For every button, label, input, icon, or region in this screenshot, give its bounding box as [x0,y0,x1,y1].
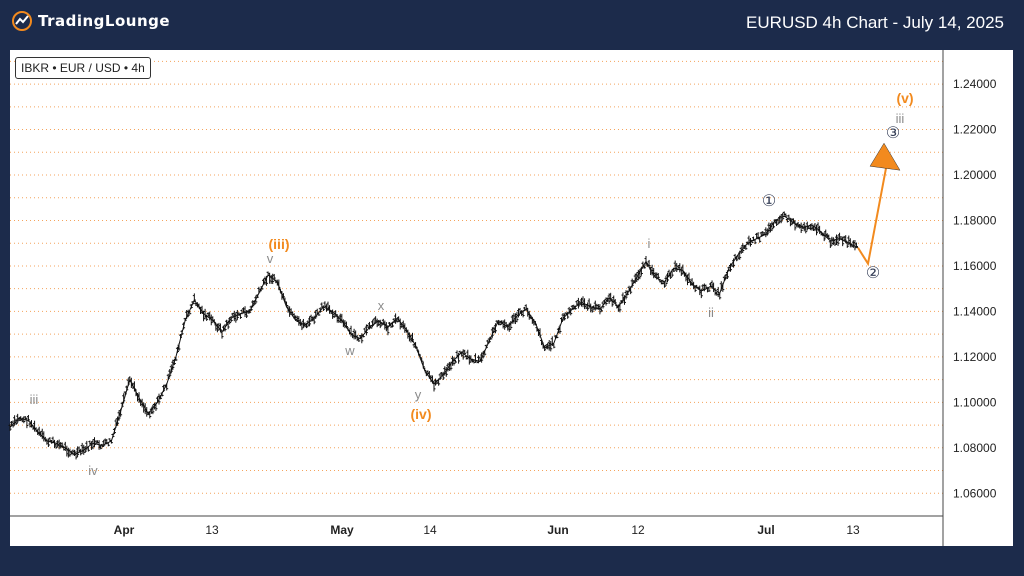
wave-label: ③ [886,125,900,142]
x-tick-label: Jun [547,523,568,537]
projection-line [857,168,887,267]
y-axis-ticks: 1.24000 1.22000 1.20000 1.18000 1.16000 1.140… [953,77,997,500]
instrument-label: IBKR • EUR / USD • 4h [15,57,151,79]
y-tick-label: 1.06000 [953,486,997,500]
y-tick-label: 1.10000 [953,395,997,409]
wave-label: v [267,251,274,266]
wave-label: y [415,387,422,402]
wave-label: (iii) [269,236,290,252]
x-tick-label: 14 [423,523,437,537]
wave-label: ② [866,265,880,282]
x-tick-label: May [330,523,354,537]
y-tick-label: 1.24000 [953,77,997,91]
y-tick-label: 1.08000 [953,441,997,455]
chart-title: EURUSD 4h Chart - July 14, 2025 [746,13,1004,32]
y-tick-label: 1.16000 [953,259,997,273]
wave-label: ① [762,193,776,210]
brand-logo: TradingLounge [12,11,170,31]
y-tick-label: 1.20000 [953,168,997,182]
y-tick-label: 1.18000 [953,213,997,227]
brand-name: TradingLounge [38,12,171,30]
x-tick-label: 13 [205,523,219,537]
wave-label: iii [30,392,39,407]
y-tick-label: 1.12000 [953,350,997,364]
y-tick-label: 1.22000 [953,123,997,137]
y-tick-label: 1.14000 [953,304,997,318]
projection-arrowhead [869,142,901,171]
wave-label: w [344,343,355,358]
x-tick-label: 12 [631,523,645,537]
x-tick-label: 13 [846,523,860,537]
wave-label: iii [896,111,905,126]
wave-label: iv [88,463,98,478]
projection-arrow [857,142,901,267]
wave-label: i [648,236,651,251]
wave-label: x [378,298,385,313]
price-line [9,215,859,456]
chart-panel[interactable] [10,50,1013,546]
top-bar: TradingLounge EURUSD 4h Chart - July 14,… [0,0,1024,48]
logo-mark-icon [12,11,32,31]
grid-lines [10,60,943,517]
price-bars [8,211,858,460]
x-tick-label: Jul [757,523,774,537]
wave-label: (iv) [411,406,432,422]
x-tick-label: Apr [114,523,135,537]
wave-label: ii [708,305,714,320]
wave-label: (v) [896,90,913,106]
x-axis-ticks: Apr 13 May 14 Jun 12 Jul 13 [114,523,860,537]
